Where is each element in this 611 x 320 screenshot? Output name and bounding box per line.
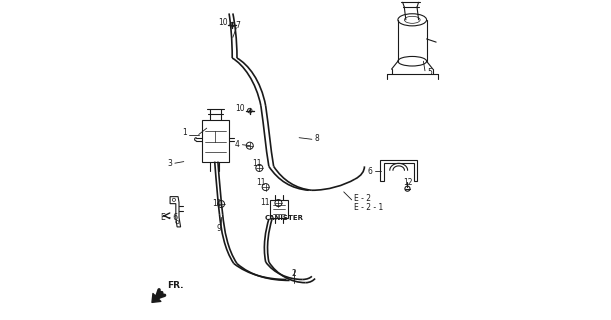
- Text: 6: 6: [368, 167, 373, 176]
- Text: 10: 10: [218, 18, 227, 27]
- Text: E - 2: E - 2: [354, 194, 371, 204]
- Text: FR.: FR.: [167, 281, 183, 290]
- Text: 12: 12: [403, 179, 413, 188]
- Text: 11: 11: [257, 179, 266, 188]
- Text: 8: 8: [315, 134, 319, 143]
- Text: E - 2 - 1: E - 2 - 1: [354, 203, 383, 212]
- Text: 9: 9: [216, 224, 221, 233]
- Text: E - 6: E - 6: [161, 213, 178, 222]
- Text: 4: 4: [235, 140, 240, 149]
- Text: 1: 1: [182, 128, 187, 137]
- Text: 7: 7: [235, 21, 240, 30]
- Text: 3: 3: [167, 159, 172, 168]
- Text: 11: 11: [213, 199, 222, 208]
- Text: 11: 11: [260, 198, 270, 207]
- Text: 10: 10: [235, 104, 245, 113]
- Text: 11: 11: [252, 159, 262, 168]
- Text: 5: 5: [427, 68, 432, 77]
- Text: CANISTER: CANISTER: [265, 215, 304, 221]
- Text: 2: 2: [291, 268, 296, 278]
